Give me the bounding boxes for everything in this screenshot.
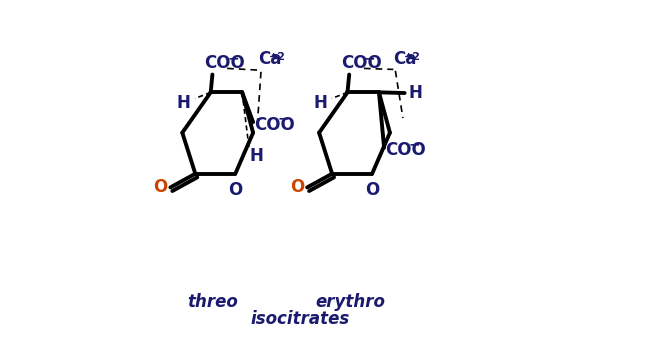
Text: H: H xyxy=(250,147,264,165)
Text: COO: COO xyxy=(385,142,426,159)
Text: Ca: Ca xyxy=(393,50,417,68)
Text: O: O xyxy=(228,181,242,199)
Text: O: O xyxy=(290,179,304,196)
Text: threo: threo xyxy=(188,293,238,311)
Text: Ca: Ca xyxy=(259,50,282,68)
Text: H: H xyxy=(408,84,422,102)
Text: H: H xyxy=(313,94,327,111)
Text: O: O xyxy=(153,179,168,196)
Text: COO: COO xyxy=(204,54,245,72)
Text: H: H xyxy=(177,94,190,111)
Text: −: − xyxy=(408,137,420,151)
Text: O: O xyxy=(365,181,379,199)
Text: COO: COO xyxy=(341,54,381,72)
Text: +2: +2 xyxy=(269,52,286,62)
Text: COO: COO xyxy=(254,116,295,134)
Text: erythro: erythro xyxy=(315,293,385,311)
Text: −: − xyxy=(364,52,375,66)
Text: −: − xyxy=(227,52,239,66)
Text: +2: +2 xyxy=(403,52,421,62)
Text: isocitrates: isocitrates xyxy=(251,310,350,328)
Text: −: − xyxy=(278,112,289,126)
